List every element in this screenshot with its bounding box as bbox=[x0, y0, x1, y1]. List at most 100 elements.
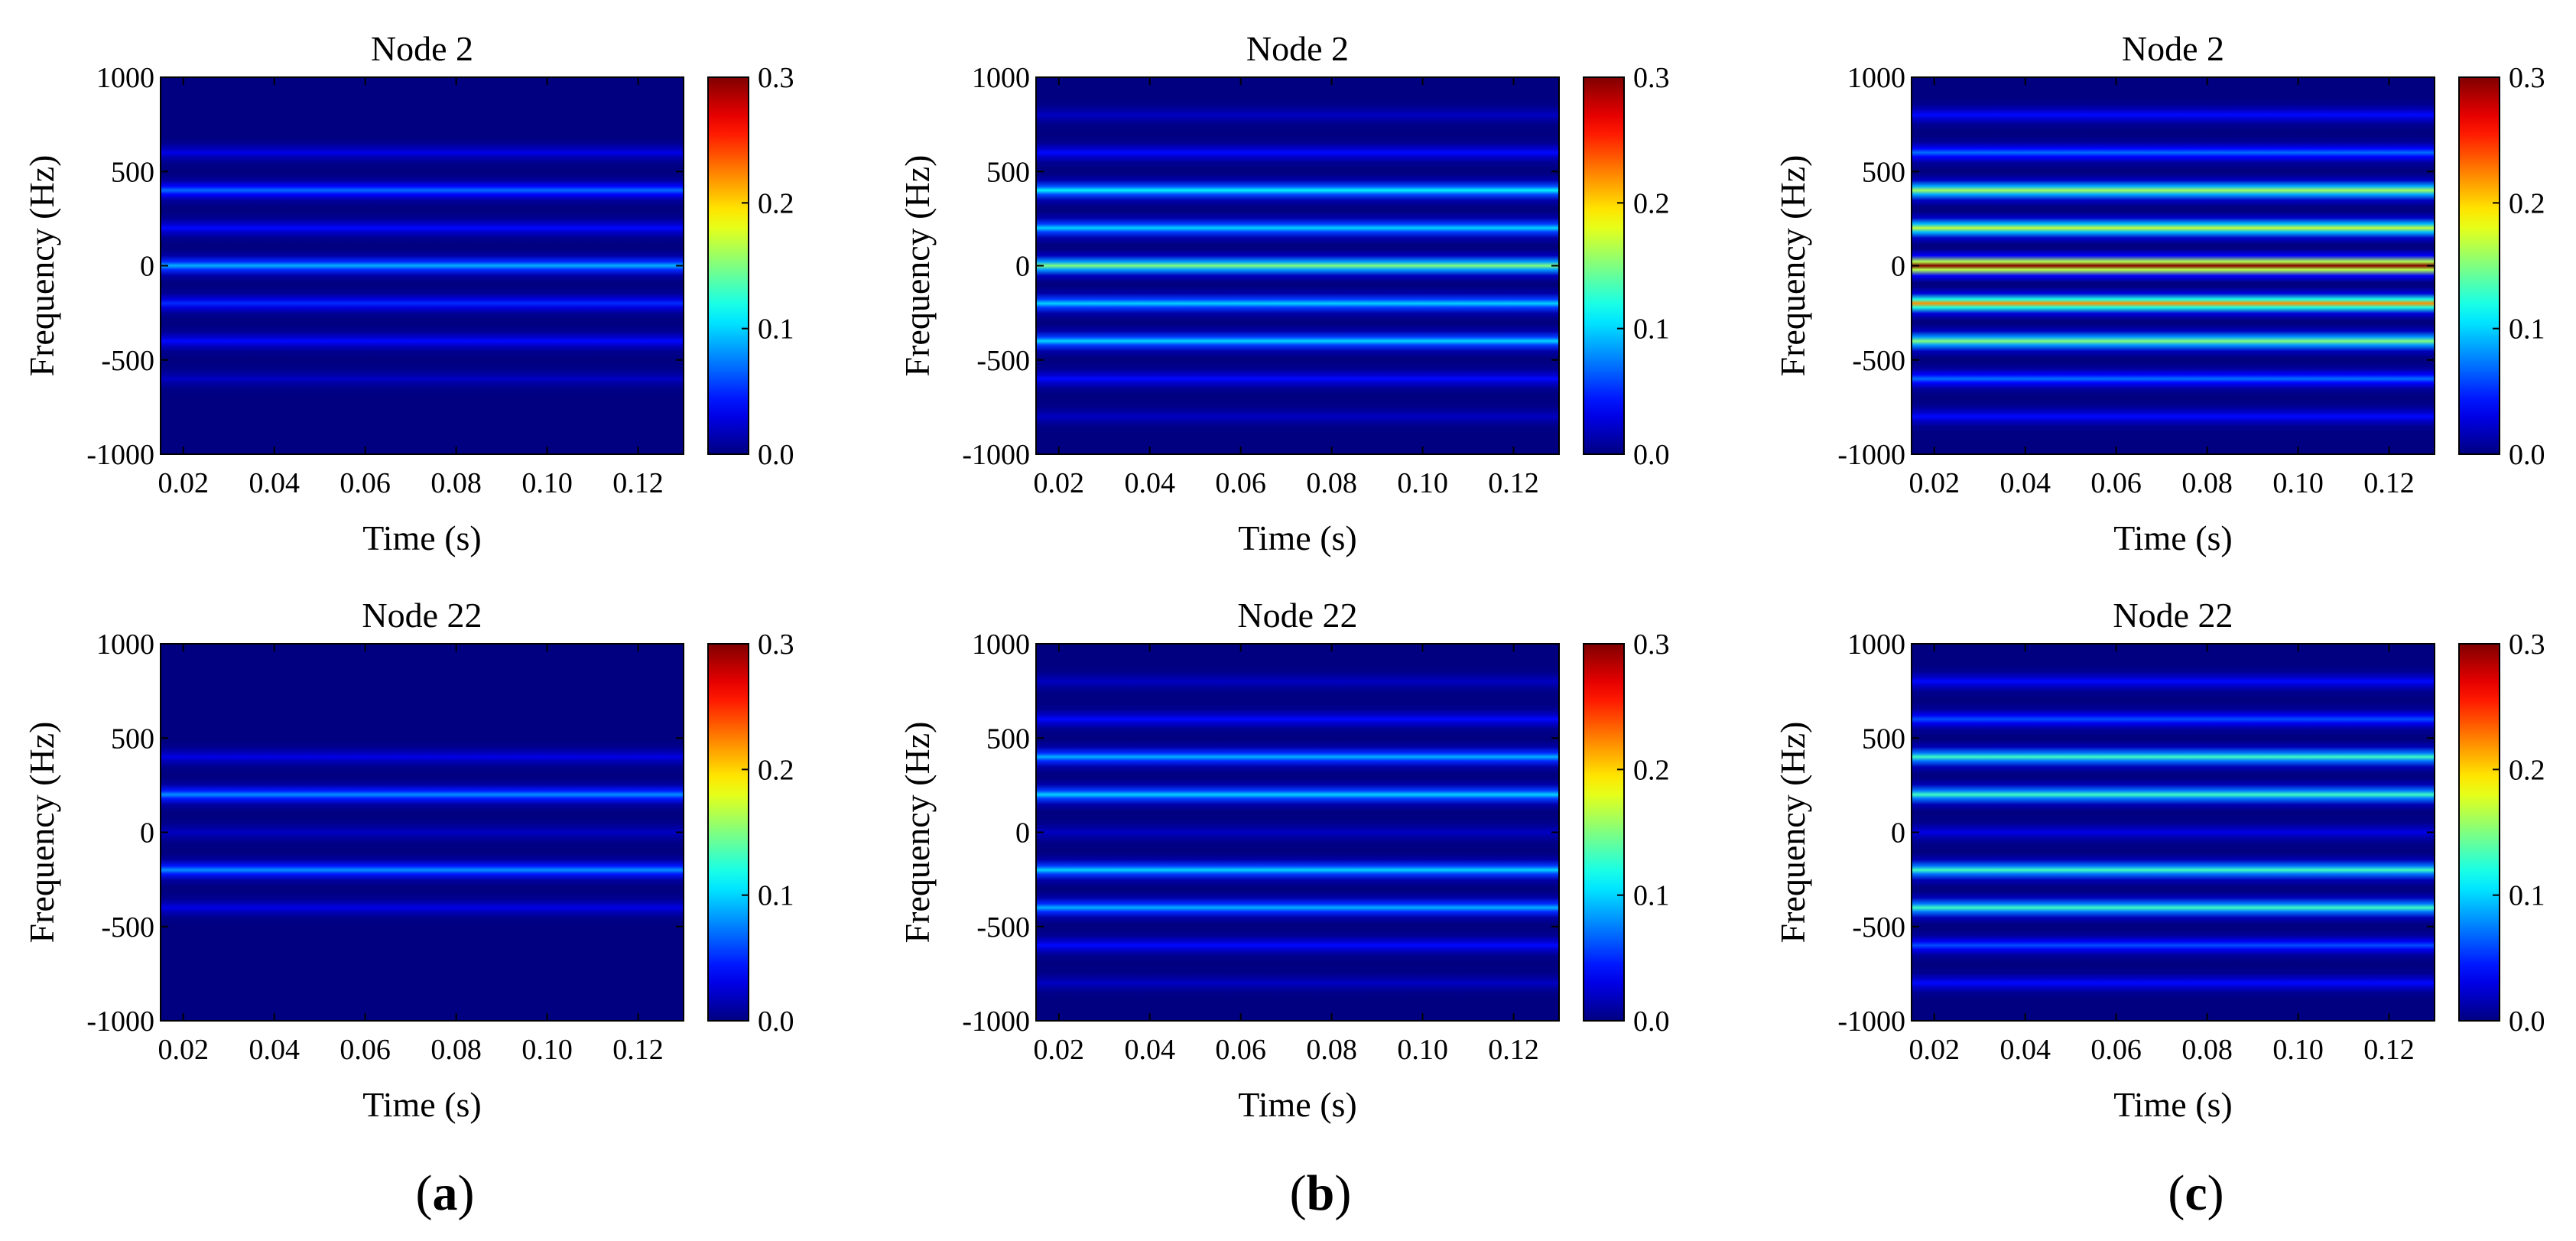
y-axis-label: Frequency (Hz) bbox=[898, 155, 937, 377]
heatmap-band bbox=[161, 853, 684, 887]
y-tick-label: -1000 bbox=[962, 439, 1030, 471]
plot-title: Node 22 bbox=[2113, 596, 2233, 635]
x-tick-label: 0.12 bbox=[2363, 467, 2415, 499]
heatmap-band bbox=[1912, 739, 2435, 774]
heatmap-band bbox=[1912, 928, 2435, 963]
x-axis-label: Time (s) bbox=[362, 1085, 482, 1124]
colorbar bbox=[708, 77, 749, 454]
x-tick-label: 0.06 bbox=[1215, 467, 1266, 499]
x-tick-label: 0.08 bbox=[430, 1034, 482, 1066]
heatmap-band bbox=[1036, 966, 1559, 1000]
y-tick-label: 0 bbox=[1015, 817, 1030, 850]
x-tick-label: 0.10 bbox=[521, 1034, 573, 1066]
y-tick-label: 1000 bbox=[1847, 62, 1905, 94]
x-tick-label: 0.02 bbox=[158, 1034, 209, 1066]
heatmap-band bbox=[1036, 135, 1559, 170]
heatmap-band bbox=[1912, 98, 2435, 132]
heatmap-band bbox=[1912, 778, 2435, 812]
colorbar-tick-label: 0.2 bbox=[2509, 187, 2545, 219]
colorbar-tick-label: 0.3 bbox=[1633, 62, 1670, 94]
x-tick-label: 0.04 bbox=[1999, 1034, 2051, 1066]
heatmap-band bbox=[1036, 928, 1559, 963]
heatmap-band bbox=[161, 135, 684, 170]
heatmap-bands bbox=[1912, 664, 2435, 1000]
panel-label-open: ( bbox=[416, 1165, 433, 1221]
heatmap-band bbox=[1912, 362, 2435, 396]
x-tick-label: 0.10 bbox=[2272, 1034, 2324, 1066]
heatmap-band bbox=[1036, 778, 1559, 812]
heatmap-band bbox=[161, 891, 684, 925]
colorbar-frame bbox=[1583, 76, 1625, 455]
y-tick-label: 0 bbox=[1015, 251, 1030, 283]
x-tick-label: 0.08 bbox=[2181, 1034, 2233, 1066]
y-tick-label: 500 bbox=[986, 723, 1030, 755]
colorbar bbox=[2459, 77, 2500, 454]
heatmap-band bbox=[1912, 664, 2435, 699]
x-axis-label: Time (s) bbox=[1238, 518, 1357, 557]
y-tick-label: 0 bbox=[140, 817, 154, 850]
y-tick-label: 500 bbox=[111, 723, 154, 755]
y-tick-label: 500 bbox=[1862, 723, 1905, 755]
heatmap-band bbox=[161, 173, 684, 207]
panel-label-c: (c) bbox=[2168, 1165, 2224, 1221]
x-tick-label: 0.04 bbox=[1124, 1034, 1175, 1066]
plot-title: Node 2 bbox=[371, 29, 473, 68]
x-tick-label: 0.02 bbox=[158, 467, 209, 499]
y-tick-label: -500 bbox=[1852, 345, 1905, 377]
heatmap-band bbox=[1036, 211, 1559, 245]
colorbar-tick-label: 0.3 bbox=[758, 62, 794, 94]
colorbar-tick-label: 0.0 bbox=[758, 1005, 794, 1038]
y-axis-label: Frequency (Hz) bbox=[1773, 722, 1812, 944]
heatmap-band bbox=[161, 249, 684, 283]
heatmap-band bbox=[1036, 702, 1559, 736]
x-tick-label: 0.12 bbox=[1488, 467, 1539, 499]
y-axis-label: Frequency (Hz) bbox=[1773, 155, 1812, 377]
colorbar bbox=[1584, 644, 1624, 1021]
plot-title: Node 2 bbox=[1246, 29, 1349, 68]
colorbar-tick-label: 0.0 bbox=[758, 439, 794, 471]
x-tick-label: 0.10 bbox=[2272, 467, 2324, 499]
colorbar-tick-label: 0.0 bbox=[1633, 1005, 1670, 1038]
colorbar-frame bbox=[2458, 76, 2500, 455]
heatmap-band bbox=[161, 815, 684, 850]
heatmap-band bbox=[1036, 891, 1559, 925]
colorbar-tick-label: 0.1 bbox=[758, 880, 794, 912]
x-axis-label: Time (s) bbox=[2113, 518, 2233, 557]
x-tick-label: 0.08 bbox=[1306, 1034, 1357, 1066]
x-tick-label: 0.08 bbox=[1306, 467, 1357, 499]
panel-label-letter: b bbox=[1307, 1165, 1335, 1221]
y-tick-label: 0 bbox=[1891, 251, 1905, 283]
colorbar-frame bbox=[707, 643, 749, 1022]
heatmap-band bbox=[1912, 853, 2435, 887]
x-tick-label: 0.12 bbox=[2363, 1034, 2415, 1066]
colorbar-tick-label: 0.1 bbox=[2509, 880, 2545, 912]
heatmap-band bbox=[1912, 286, 2435, 320]
plot-title: Node 2 bbox=[2122, 29, 2224, 68]
heatmap-band bbox=[1036, 249, 1559, 283]
x-tick-label: 0.10 bbox=[521, 467, 573, 499]
colorbar-tick-label: 0.0 bbox=[2509, 1005, 2545, 1038]
colorbar bbox=[708, 644, 749, 1021]
heatmap-band bbox=[1912, 966, 2435, 1000]
y-tick-label: -1000 bbox=[1837, 1005, 1905, 1038]
y-tick-label: -500 bbox=[101, 345, 154, 377]
heatmap-band bbox=[1036, 98, 1559, 132]
y-tick-label: -500 bbox=[1852, 911, 1905, 944]
x-tick-label: 0.02 bbox=[1908, 467, 1960, 499]
heatmap-bands bbox=[161, 135, 684, 396]
y-tick-label: -500 bbox=[976, 911, 1030, 944]
heatmap-band bbox=[161, 324, 684, 359]
y-tick-label: -1000 bbox=[86, 1005, 154, 1038]
y-axis-label: Frequency (Hz) bbox=[898, 722, 937, 944]
panel-label-open: ( bbox=[1290, 1165, 1307, 1221]
x-tick-label: 0.02 bbox=[1908, 1034, 1960, 1066]
x-tick-label: 0.10 bbox=[1397, 1034, 1448, 1066]
heatmap-band bbox=[161, 286, 684, 320]
x-axis-label: Time (s) bbox=[1238, 1085, 1357, 1124]
heatmap-bands bbox=[1036, 98, 1559, 434]
y-tick-label: 0 bbox=[1891, 817, 1905, 850]
